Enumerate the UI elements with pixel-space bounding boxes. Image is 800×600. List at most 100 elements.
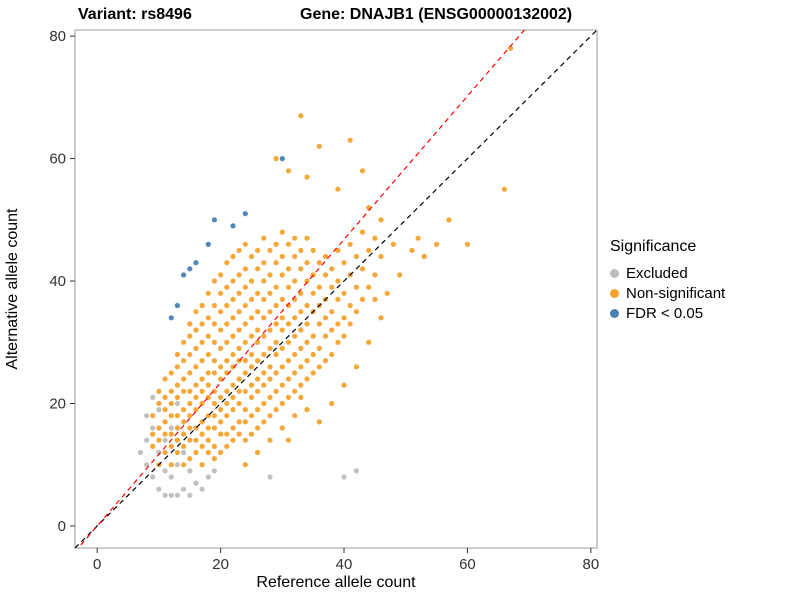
data-point (181, 431, 187, 437)
data-point (310, 370, 316, 376)
data-point (156, 449, 162, 456)
data-point (187, 413, 193, 419)
data-point (242, 462, 248, 468)
data-point (211, 456, 217, 462)
data-point (236, 388, 242, 394)
data-point (255, 407, 261, 413)
data-point (156, 486, 162, 492)
data-point (248, 351, 255, 358)
data-point (261, 370, 267, 376)
data-point (292, 235, 298, 241)
data-point (187, 333, 193, 339)
data-point (267, 290, 273, 296)
data-point (218, 419, 224, 425)
data-point (285, 321, 292, 327)
data-point (273, 260, 279, 266)
data-point (181, 339, 187, 345)
data-point (181, 419, 187, 425)
legend-label-fdr: FDR < 0.05 (626, 304, 704, 322)
data-point (168, 400, 174, 407)
data-point (353, 284, 359, 290)
data-point (193, 394, 199, 400)
data-point (508, 45, 514, 52)
data-point (205, 333, 211, 339)
data-point (193, 437, 199, 443)
legend-dot-excluded (610, 268, 619, 278)
data-point (285, 266, 292, 272)
data-point (199, 339, 205, 345)
data-point (168, 388, 174, 394)
data-point (310, 351, 316, 358)
data-point (273, 284, 279, 290)
data-point (347, 241, 353, 247)
data-point (211, 370, 217, 376)
data-point (261, 235, 267, 241)
data-point (162, 419, 168, 425)
data-point (236, 290, 242, 296)
data-point (181, 376, 187, 382)
data-point (341, 333, 347, 339)
data-point (181, 407, 187, 413)
data-point (267, 272, 273, 278)
data-point (304, 302, 310, 309)
data-point (335, 186, 341, 192)
data-point (211, 400, 217, 407)
data-point (267, 437, 273, 443)
data-point (353, 468, 359, 474)
data-point (174, 394, 180, 400)
data-point (255, 290, 261, 296)
data-point (366, 247, 372, 253)
data-point (193, 449, 199, 456)
data-point (224, 413, 230, 419)
data-point (279, 345, 285, 351)
data-point (255, 327, 261, 333)
data-point (193, 345, 199, 351)
data-point (267, 309, 273, 315)
data-point (273, 241, 279, 247)
data-point (193, 364, 199, 370)
data-point (162, 394, 168, 400)
data-point (211, 217, 217, 223)
data-point (261, 260, 267, 266)
legend-item-non-significant: Non-significant (610, 283, 725, 303)
data-point (255, 358, 261, 364)
data-point (279, 253, 285, 260)
data-point (335, 339, 341, 345)
data-point (144, 413, 150, 419)
data-point (236, 400, 242, 407)
data-point (150, 425, 156, 431)
data-point (279, 296, 285, 302)
data-point (279, 425, 285, 431)
data-point (230, 351, 236, 358)
data-point (150, 443, 156, 449)
data-point (298, 364, 304, 370)
data-point (224, 260, 230, 266)
data-point (304, 321, 310, 327)
data-point (372, 296, 378, 302)
data-point (267, 247, 273, 253)
data-point (218, 345, 224, 351)
data-point (347, 302, 353, 309)
data-point (242, 241, 248, 247)
data-point (335, 278, 341, 284)
data-point (279, 400, 285, 407)
data-point (211, 321, 217, 327)
data-point (168, 370, 174, 376)
data-point (322, 333, 329, 339)
data-point (224, 284, 230, 290)
gene-title: Gene: DNAJB1 (ENSG00000132002) (300, 6, 573, 23)
data-point (304, 278, 310, 284)
data-point (205, 241, 211, 247)
data-point (347, 321, 353, 327)
data-point (230, 394, 236, 400)
data-point (329, 351, 335, 358)
data-point (236, 309, 242, 315)
data-point (144, 462, 150, 468)
data-point (199, 462, 205, 468)
data-point (230, 315, 236, 321)
data-point (298, 247, 304, 253)
data-point (273, 388, 279, 394)
legend-label-non-significant: Non-significant (626, 284, 726, 302)
data-point (298, 394, 304, 400)
data-point (292, 388, 298, 394)
